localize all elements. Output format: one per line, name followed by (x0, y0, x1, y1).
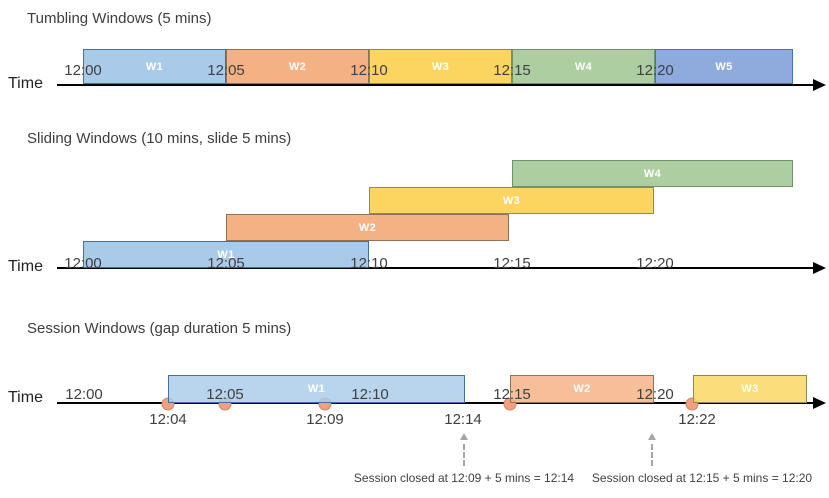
session-close-annotation: Session closed at 12:09 + 5 mins = 12:14 (353, 471, 575, 485)
session-windows-window-w2: W2 (510, 375, 654, 403)
window-label: W1 (217, 248, 235, 261)
window-label: W5 (715, 60, 733, 73)
event-time-label: 12:04 (149, 411, 187, 428)
session-close-arrow-icon (460, 433, 468, 440)
axis-arrowhead-icon (813, 262, 826, 274)
session-windows-tick-label: 12:15 (493, 386, 531, 403)
window-label: W2 (573, 383, 591, 395)
tumbling-windows-tick-label: 12:10 (350, 62, 388, 79)
tumbling-windows-window-w1: W1 (83, 49, 226, 84)
sliding-windows-tick-label: 12:05 (207, 255, 245, 272)
session-close-annotation: Session closed at 12:15 + 5 mins = 12:20 (591, 471, 813, 485)
sliding-windows-title: Sliding Windows (10 mins, slide 5 mins) (27, 130, 292, 147)
tumbling-windows-window-w4: W4 (512, 49, 655, 84)
sliding-windows-window-w2: W2 (226, 214, 509, 241)
sliding-windows-window-w1: W1 (83, 241, 369, 268)
window-label: W3 (741, 383, 759, 395)
session-windows-axis-label: Time (8, 389, 43, 406)
window-label: W1 (145, 60, 164, 73)
session-close-arrow-icon (648, 433, 656, 440)
tumbling-windows-axis-label: Time (8, 75, 43, 92)
window-label: W3 (431, 60, 450, 73)
session-windows-window-w1: W1 (168, 375, 465, 403)
window-label: W4 (574, 60, 593, 73)
sliding-windows-tick-label: 12:20 (636, 255, 674, 272)
axis-arrowhead-icon (813, 397, 826, 409)
sliding-windows-tick-label: 12:15 (493, 255, 531, 272)
sliding-windows-axis-label: Time (8, 258, 43, 275)
session-close-arrow-stem (463, 444, 465, 466)
tumbling-windows-time-axis (57, 84, 814, 86)
tumbling-windows-tick-label: 12:05 (207, 62, 245, 79)
tumbling-windows-window-w2: W2 (226, 49, 369, 84)
session-windows-tick-label: 12:10 (351, 386, 389, 403)
tumbling-windows-tick-label: 12:00 (64, 62, 102, 79)
session-windows-time-axis (57, 402, 814, 404)
sliding-windows-tick-label: 12:00 (64, 255, 102, 272)
tumbling-windows-window-w3: W3 (369, 49, 512, 84)
tumbling-windows-window-w5: W5 (655, 49, 793, 84)
tumbling-windows-tick-label: 12:15 (493, 62, 531, 79)
session-windows-window-w3: W3 (693, 375, 807, 403)
tumbling-windows-tick-label: 12:20 (636, 62, 674, 79)
window-label: W2 (288, 60, 307, 73)
event-time-label: 12:22 (678, 411, 716, 428)
window-label: W1 (307, 383, 326, 395)
tumbling-windows-title: Tumbling Windows (5 mins) (27, 10, 212, 27)
event-time-label: 12:14 (444, 411, 482, 428)
session-windows-tick-label: 12:05 (206, 386, 244, 403)
window-label: W4 (643, 167, 662, 180)
sliding-windows-tick-label: 12:10 (350, 255, 388, 272)
sliding-windows-time-axis (57, 267, 814, 269)
session-windows-title: Session Windows (gap duration 5 mins) (27, 320, 292, 337)
window-label: W3 (502, 194, 521, 207)
event-time-label: 12:09 (306, 411, 344, 428)
window-label: W2 (358, 221, 377, 234)
sliding-windows-window-w4: W4 (512, 160, 793, 187)
session-windows-tick-label: 12:20 (636, 386, 674, 403)
session-windows-tick-label: 12:00 (65, 386, 103, 403)
sliding-windows-window-w3: W3 (369, 187, 654, 214)
axis-arrowhead-icon (813, 79, 826, 91)
session-close-arrow-stem (651, 444, 653, 466)
